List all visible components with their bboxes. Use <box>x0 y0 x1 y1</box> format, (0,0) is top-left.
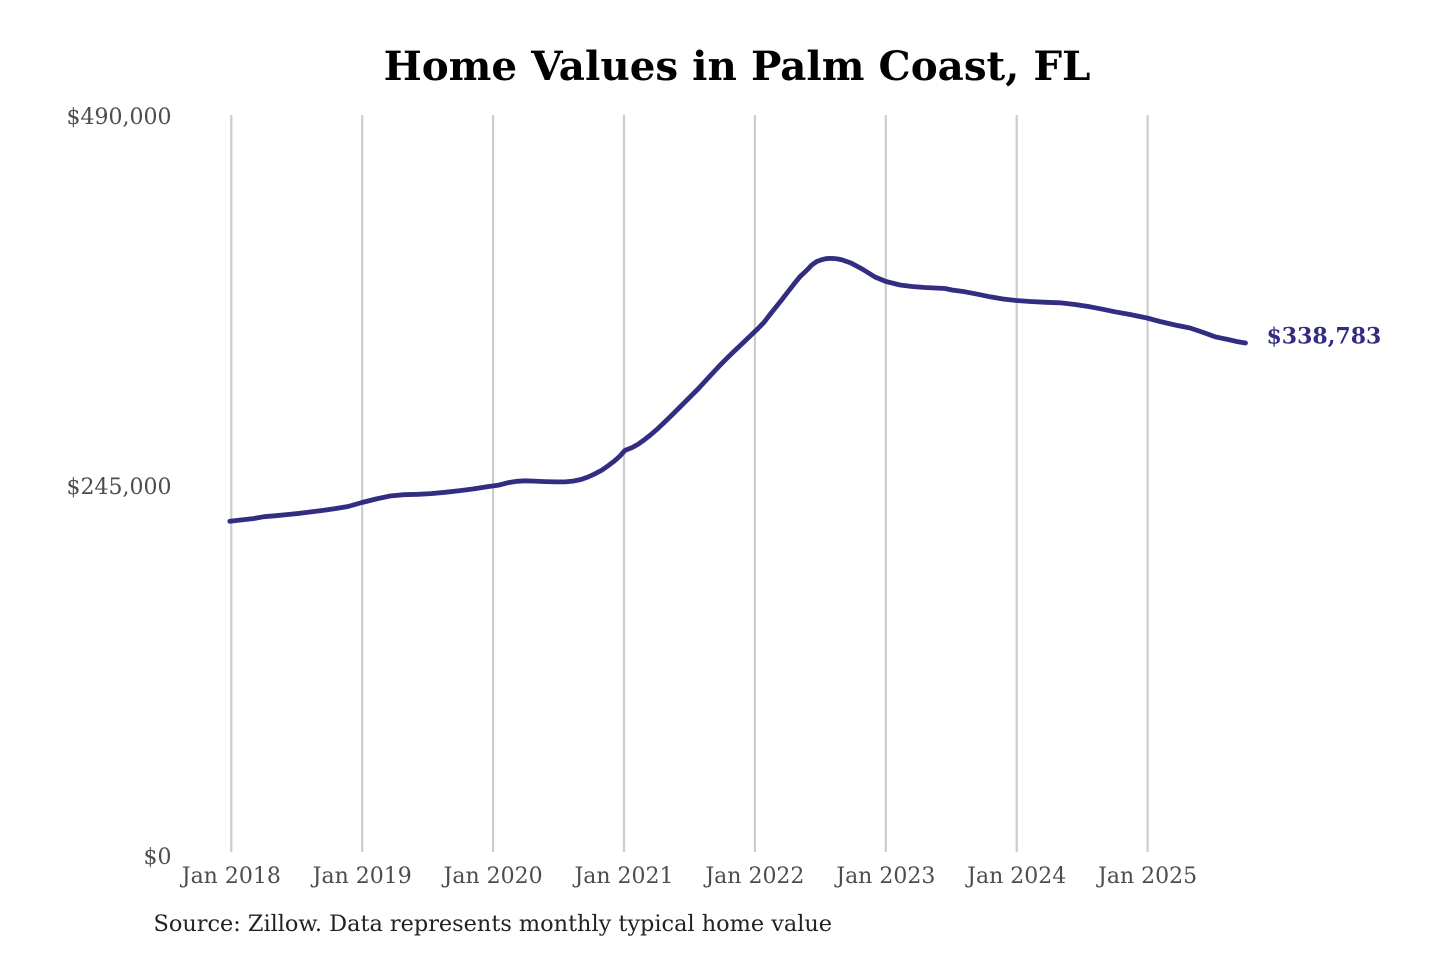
svg-text:$338,783: $338,783 <box>1267 324 1382 350</box>
svg-text:Jan 2021: Jan 2021 <box>572 864 673 889</box>
svg-text:Jan 2022: Jan 2022 <box>703 864 804 889</box>
svg-text:$0: $0 <box>144 845 172 870</box>
svg-text:Jan 2018: Jan 2018 <box>180 864 281 889</box>
svg-text:Source: Zillow. Data represent: Source: Zillow. Data represents monthly … <box>154 911 833 937</box>
svg-text:Home Values in Palm Coast, FL: Home Values in Palm Coast, FL <box>384 42 1091 90</box>
svg-text:$245,000: $245,000 <box>67 475 172 500</box>
svg-text:Jan 2020: Jan 2020 <box>442 864 543 889</box>
svg-text:Jan 2023: Jan 2023 <box>834 864 935 889</box>
svg-text:$490,000: $490,000 <box>67 105 172 130</box>
svg-text:Jan 2024: Jan 2024 <box>965 864 1066 889</box>
svg-text:Jan 2025: Jan 2025 <box>1096 864 1197 889</box>
svg-text:Jan 2019: Jan 2019 <box>311 864 412 889</box>
